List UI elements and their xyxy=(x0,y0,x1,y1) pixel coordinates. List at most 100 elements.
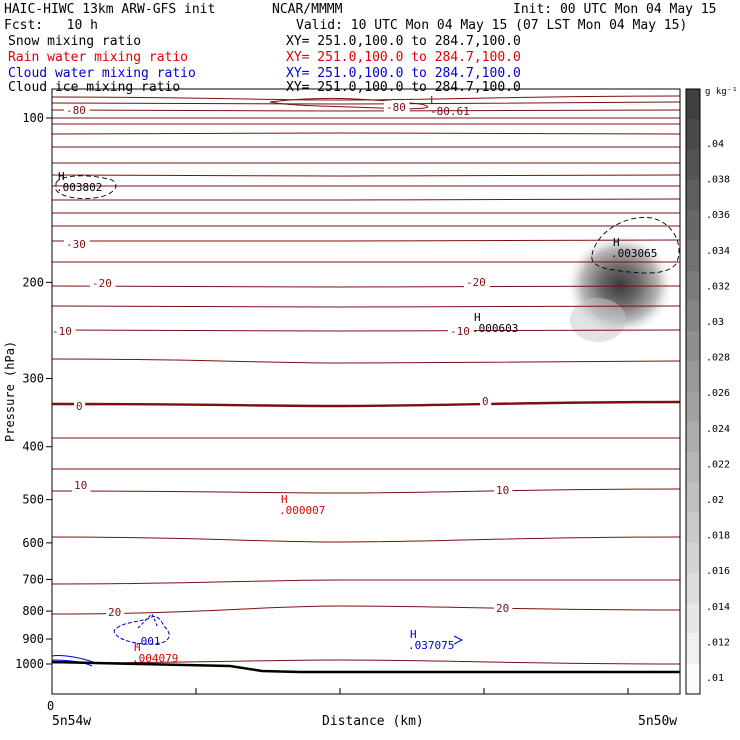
contour-label: -20 xyxy=(92,277,112,290)
temperature-contour xyxy=(52,285,680,288)
temperature-contour xyxy=(52,198,680,201)
temperature-contour xyxy=(52,579,680,585)
temperature-contour xyxy=(52,101,680,105)
y-tick-label: 300 xyxy=(22,372,44,386)
temperature-contour xyxy=(52,329,680,332)
contour-label-bg xyxy=(480,395,492,408)
colorbar-tick-label: .012 xyxy=(706,637,730,648)
colorbar-swatch xyxy=(686,482,700,513)
x-right-endpoint: 5n50w xyxy=(638,714,677,729)
org-label: NCAR/MMMM xyxy=(272,2,343,17)
contour-label-bg xyxy=(494,484,513,497)
temperature-contour xyxy=(52,305,680,308)
contour-label: 0 xyxy=(482,395,489,408)
temperature-contour xyxy=(52,174,680,177)
colorbar-swatch xyxy=(686,89,700,120)
contour-label: 10 xyxy=(496,484,509,497)
colorbar-swatch xyxy=(686,240,700,271)
valid-time: Valid: 10 UTC Mon 04 May 15 (07 LST Mon … xyxy=(296,18,688,33)
contour-label-bg xyxy=(106,606,125,619)
contour-label-bg xyxy=(74,400,86,413)
contour-label-bg xyxy=(64,104,90,117)
cloud-water-arrow xyxy=(453,635,464,645)
cloud-water-contour xyxy=(113,615,170,645)
colorbar-tick-label: .018 xyxy=(706,531,730,542)
contour-label-bg xyxy=(448,325,474,338)
colorbar-tick-label: .016 xyxy=(706,566,730,577)
extremum-value: .037075 xyxy=(408,639,454,652)
extremum-marker: H xyxy=(474,311,481,324)
ice-contour-right xyxy=(591,216,680,274)
colorbar-swatch xyxy=(686,603,700,634)
extremum-value: .000007 xyxy=(279,504,325,517)
temperature-contour xyxy=(52,536,680,543)
colorbar-swatch xyxy=(686,452,700,483)
colorbar-tick-label: .014 xyxy=(706,602,730,613)
y-tick-label: 800 xyxy=(22,604,44,618)
y-tick-label: 500 xyxy=(22,493,44,507)
extremum-marker: H xyxy=(58,170,65,183)
colorbar-swatch xyxy=(686,119,700,150)
field-xy-cloud-water: XY= 251.0,100.0 to 284.7,100.0 xyxy=(286,66,521,81)
x-tick-zero: 0 xyxy=(47,699,54,713)
contour-label: -30 xyxy=(66,238,86,251)
colorbar-swatch xyxy=(686,633,700,665)
cloud-water-spike xyxy=(137,613,159,629)
y-tick-label: 600 xyxy=(22,536,44,550)
extremum-marker: H xyxy=(134,641,141,654)
extremum-value: .000603 xyxy=(472,322,518,335)
contour-label: -10 xyxy=(450,325,470,338)
y-tick-label: 200 xyxy=(22,275,44,289)
colorbar-swatch xyxy=(686,179,700,211)
colorbar-tick-label: .024 xyxy=(706,424,730,435)
x-left-endpoint: 5n54w xyxy=(52,714,91,729)
y-tick-label: 700 xyxy=(22,572,44,586)
colorbar-frame xyxy=(685,88,701,695)
colorbar-tick-label: .03 xyxy=(706,317,724,328)
colorbar-unit: g kg⁻¹ xyxy=(705,87,738,97)
colorbar-swatch xyxy=(686,573,700,604)
colorbar-tick-label: .04 xyxy=(706,139,724,150)
extremum-value: .003065 xyxy=(611,247,657,260)
contour-label: -20 xyxy=(466,276,486,289)
colorbar-swatch xyxy=(686,270,700,302)
model-title: HAIC-HIWC 13km ARW-GFS init xyxy=(4,2,216,17)
temperature-contour xyxy=(52,400,680,408)
extremum-value: -80.61 xyxy=(430,105,470,118)
contour-label: 10 xyxy=(74,479,87,492)
extremum-marker: H xyxy=(613,236,620,249)
colorbar-tick-label: .01 xyxy=(706,673,724,684)
x-axis-label: Distance (km) xyxy=(322,714,424,729)
colorbar-swatch xyxy=(686,331,700,362)
colorbar-tick-label: .026 xyxy=(706,388,730,399)
colorbar-swatch xyxy=(686,210,700,241)
forecast-hour: Fcst: 10 h xyxy=(4,18,98,33)
colorbar-swatch xyxy=(686,391,700,423)
contour-label-bg xyxy=(494,602,513,615)
extremum-value: .004079 xyxy=(132,652,178,665)
temperature-contour xyxy=(52,358,680,364)
y-axis-label: Pressure (hPa) xyxy=(3,341,17,442)
contour-label-bg xyxy=(72,479,91,492)
colorbar: .04 .038 .036 .034 .032 .03 .028 .026 .024 .022 .0… xyxy=(685,88,730,695)
cloud-water-label: .001 xyxy=(134,635,161,648)
contour-label-bg xyxy=(384,101,410,114)
field-name-snow: Snow mixing ratio xyxy=(8,34,142,49)
colorbar-tick-label: .028 xyxy=(706,353,730,364)
colorbar-swatch xyxy=(686,421,700,453)
extremum-marker: H xyxy=(281,493,288,506)
y-tick-label: 100 xyxy=(22,111,44,125)
colorbar-swatch xyxy=(686,300,700,332)
terrain-line xyxy=(52,660,680,674)
contour-label: 0 xyxy=(76,400,83,413)
extremum-marker: H xyxy=(410,628,417,641)
temperature-contour xyxy=(52,659,680,665)
field-name-cloud-water: Cloud water mixing ratio xyxy=(8,66,196,81)
temperature-contour xyxy=(52,95,680,101)
temperature-contour xyxy=(52,239,680,242)
field-name-rain: Rain water mixing ratio xyxy=(8,50,189,65)
contour-label: 20 xyxy=(108,606,121,619)
colorbar-tick-label: .038 xyxy=(706,175,730,186)
field-xy-rain: XY= 251.0,100.0 to 284.7,100.0 xyxy=(286,50,521,65)
